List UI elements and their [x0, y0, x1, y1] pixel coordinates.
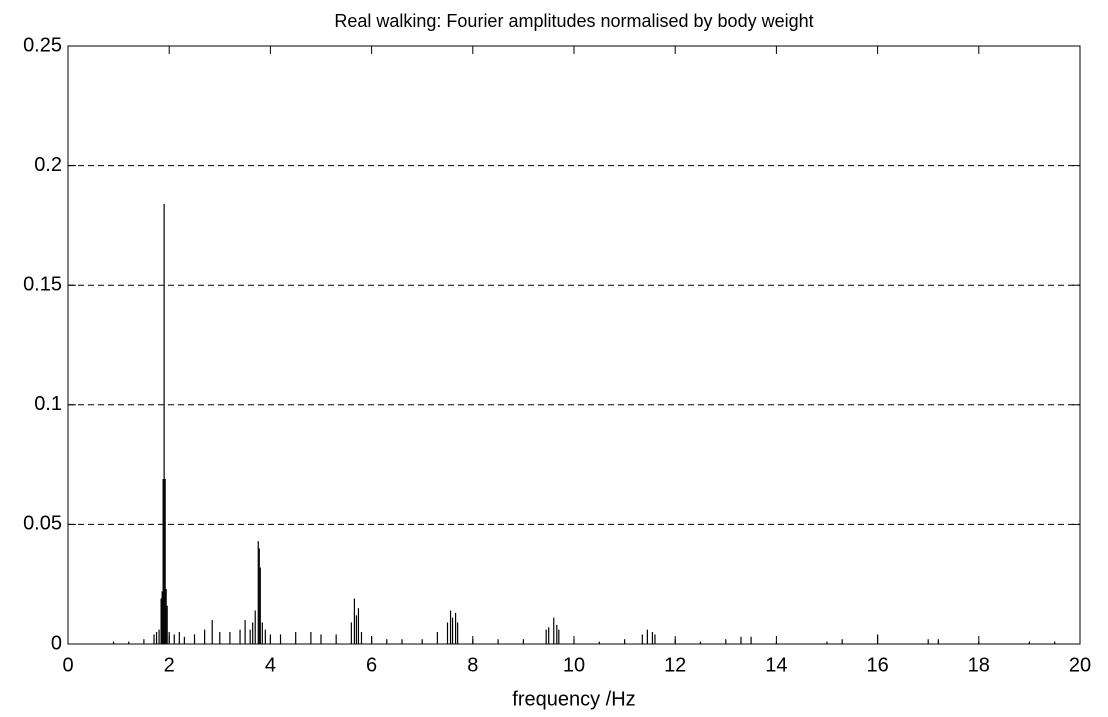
y-tick-label: 0 — [51, 632, 62, 654]
x-tick-label: 6 — [366, 654, 377, 676]
x-tick-label: 10 — [563, 654, 585, 676]
x-tick-label: 2 — [164, 654, 175, 676]
x-tick-label: 0 — [62, 654, 73, 676]
x-axis-label: frequency /Hz — [512, 688, 635, 710]
x-tick-label: 4 — [265, 654, 276, 676]
x-tick-label: 18 — [968, 654, 990, 676]
chart-title: Real walking: Fourier amplitudes normali… — [334, 11, 813, 31]
y-tick-label: 0.1 — [34, 393, 62, 415]
y-tick-label: 0.25 — [23, 34, 62, 56]
y-tick-label: 0.15 — [23, 273, 62, 295]
y-tick-label: 0.05 — [23, 513, 62, 535]
y-tick-label: 0.2 — [34, 154, 62, 176]
x-tick-label: 20 — [1069, 654, 1091, 676]
x-tick-label: 12 — [664, 654, 686, 676]
x-tick-label: 8 — [467, 654, 478, 676]
plot-frame — [67, 45, 1081, 645]
x-tick-label: 14 — [765, 654, 787, 676]
x-tick-label: 16 — [866, 654, 888, 676]
